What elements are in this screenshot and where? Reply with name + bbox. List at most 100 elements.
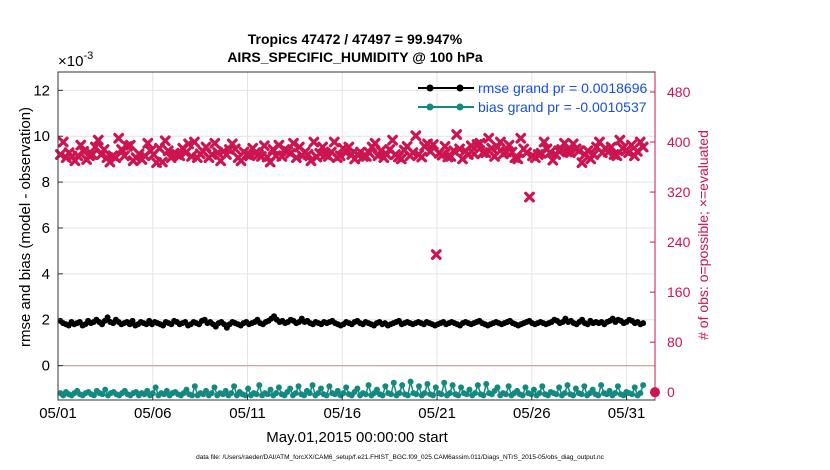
obs-evaluated-marker [439, 141, 451, 152]
obs-evaluated-marker [98, 144, 110, 155]
obs-evaluated-marker [410, 130, 422, 142]
bias-point [191, 383, 198, 390]
obs-evaluated-marker [142, 137, 154, 149]
bias-point [612, 390, 619, 397]
bias-point [387, 391, 394, 398]
y-exponent: ×10-3 [58, 50, 93, 70]
bias-point [556, 384, 563, 391]
obs-evaluated-marker [515, 132, 527, 144]
bias-point [595, 392, 602, 399]
bias-point [163, 387, 170, 394]
obs-evaluated-marker [57, 136, 69, 148]
y2-tick-label: 80 [667, 334, 683, 350]
y-exponent-base: ×10 [58, 53, 83, 70]
bias-point [480, 392, 487, 399]
obs-evaluated-marker [387, 134, 398, 146]
bias-point [424, 380, 431, 387]
rmse-point [640, 320, 647, 327]
y-tick-label: 12 [33, 82, 50, 99]
obs-evaluated-marker [119, 150, 130, 162]
bias-point [343, 384, 350, 391]
x-tick-label: 05/01 [39, 405, 77, 422]
obs-evaluated-marker [503, 139, 515, 151]
bias-point [449, 382, 456, 389]
bias-point [536, 390, 543, 397]
bias-point [474, 382, 481, 389]
obs-evaluated-marker [302, 149, 314, 160]
bias-point [628, 391, 635, 398]
bias-point [231, 383, 238, 390]
bias-point [323, 392, 330, 399]
bias-point [416, 383, 423, 390]
legend-bias-label: bias grand pr = -0.0010537 [478, 99, 647, 115]
y2-tick-label: 480 [667, 84, 691, 100]
rmse-point [129, 317, 136, 324]
x-tick-label: 05/26 [513, 405, 551, 422]
bias-point [90, 392, 97, 399]
bias-point [539, 383, 546, 390]
obs-evaluated-marker [229, 143, 241, 155]
bias-point [275, 384, 282, 391]
bias-point [256, 382, 263, 389]
bias-point [211, 384, 218, 391]
obs-evaluated-marker [474, 137, 486, 149]
bias-point [483, 380, 490, 387]
obs-evaluated-marker [363, 147, 375, 159]
obs-evaluated-marker [110, 152, 122, 164]
obs-evaluated-marker [343, 141, 355, 153]
grid-lines [57, 72, 655, 400]
bias-point [183, 386, 190, 393]
x-tick-label: 05/31 [608, 405, 646, 422]
bias-point [334, 387, 341, 394]
obs-evaluated-marker [244, 150, 256, 162]
obs-evaluated-marker [416, 151, 428, 163]
bias-point [572, 385, 579, 392]
series-obs-evaluated [54, 129, 649, 261]
obs-evaluated-marker [156, 156, 168, 168]
series-bias [57, 378, 647, 399]
obs-evaluated-marker [559, 137, 570, 149]
obs-evaluated-marker [494, 136, 506, 148]
bias-point [317, 385, 324, 392]
obs-evaluated-marker [427, 139, 439, 150]
chart-title: Tropics 47472 / 47497 = 99.947% [248, 31, 463, 47]
chart-subtitle: AIRS_SPECIFIC_HUMIDITY @ 100 hPa [227, 49, 483, 65]
bias-point [561, 390, 568, 397]
bias-point [455, 392, 462, 399]
y-tick-label: 4 [42, 266, 50, 283]
bias-point [144, 387, 151, 394]
obs-evaluated-marker [116, 144, 127, 155]
obs-evaluated-marker [468, 148, 480, 160]
bias-point [494, 384, 501, 391]
x-tick-label: 05/11 [229, 405, 265, 422]
obs-evaluated-marker [451, 129, 463, 140]
bias-point [306, 390, 313, 397]
data-file-footer: data file: /Users/raeder/DAI/ATM_forcXX/… [196, 454, 605, 461]
legend: rmse grand pr = 0.0018696 bias grand pr … [418, 80, 647, 115]
y-exponent-power: -3 [83, 50, 93, 62]
obs-evaluated-marker [124, 139, 136, 151]
bias-point [390, 379, 397, 386]
bias-point [228, 390, 235, 397]
obs-evaluated-marker [623, 147, 634, 159]
bias-point [564, 382, 571, 389]
obs-evaluated-marker [209, 137, 221, 149]
bias-point [598, 382, 605, 389]
bias-point [362, 391, 369, 398]
obs-evaluated-marker [588, 149, 600, 160]
bias-point [203, 387, 210, 394]
y-tick-label: 6 [42, 220, 50, 237]
y-axis-label: rmse and bias (model - observation) [17, 107, 34, 347]
legend-bias-marker-2 [456, 103, 464, 111]
obs-evaluated-marker [547, 154, 559, 166]
bias-point [326, 383, 333, 390]
obs-evaluated-marker [75, 139, 87, 151]
obs-evaluated-marker [174, 150, 186, 162]
bias-point [614, 383, 621, 390]
obs-evaluated-marker [87, 149, 98, 160]
obs-evaluated-marker [576, 157, 588, 169]
bias-point [222, 387, 229, 394]
bias-point [413, 391, 420, 398]
x-axis-label: May.01,2015 00:00:00 start [266, 429, 448, 446]
